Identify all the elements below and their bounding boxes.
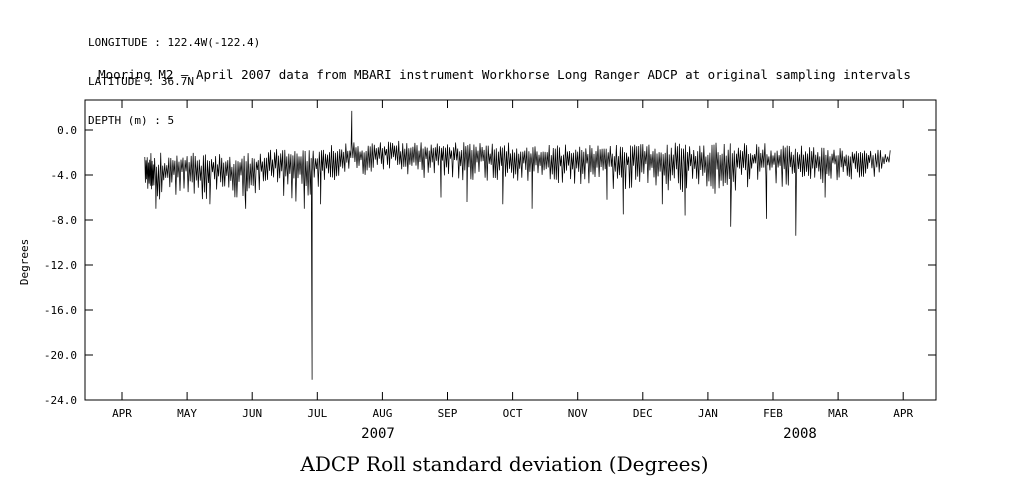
y-tick-label: -12.0 xyxy=(44,259,77,272)
x-tick-label: APR xyxy=(112,407,132,420)
year-label-2008: 2008 xyxy=(783,426,817,442)
y-tick-label: -24.0 xyxy=(44,394,77,407)
chart-caption: ADCP Roll standard deviation (Degrees) xyxy=(300,452,709,476)
y-tick-label: 0.0 xyxy=(57,124,77,137)
latitude-label: LATITUDE : 36.7N xyxy=(88,75,194,88)
chart-title: Mooring M2 – April 2007 data from MBARI … xyxy=(98,67,911,82)
x-tick-label: AUG xyxy=(372,407,392,420)
x-tick-label: APR xyxy=(893,407,913,420)
depth-label: DEPTH (m) : 5 xyxy=(88,114,175,127)
x-tick-label: MAY xyxy=(177,407,197,420)
x-tick-label: JUN xyxy=(242,407,262,420)
x-tick-label: JAN xyxy=(698,407,718,420)
x-tick-label: DEC xyxy=(633,407,653,420)
data-series-group xyxy=(144,110,891,380)
x-tick-label: MAR xyxy=(828,407,848,420)
longitude-label: LONGITUDE : 122.4W(-122.4) xyxy=(88,36,261,49)
x-tick-label: SEP xyxy=(438,407,458,420)
y-axis-label: Degrees xyxy=(18,239,31,285)
axis-ticks: APR MAY JUN JUL AUG SEP OCT NOV DEC JAN FEB MAR APR 0… xyxy=(44,100,936,420)
y-tick-label: -4.0 xyxy=(51,169,78,182)
x-tick-label: JUL xyxy=(307,407,327,420)
station-header: LONGITUDE : 122.4W(-122.4) LATITUDE : 36… xyxy=(88,10,260,153)
x-tick-label: OCT xyxy=(503,407,523,420)
x-tick-label: FEB xyxy=(763,407,783,420)
y-tick-label: -20.0 xyxy=(44,349,77,362)
y-tick-label: -16.0 xyxy=(44,304,77,317)
y-tick-label: -8.0 xyxy=(51,214,78,227)
x-tick-label: NOV xyxy=(568,407,588,420)
plot-border xyxy=(84,99,937,401)
roll-stddev-series-path xyxy=(144,110,891,380)
year-label-2007: 2007 xyxy=(361,426,395,442)
